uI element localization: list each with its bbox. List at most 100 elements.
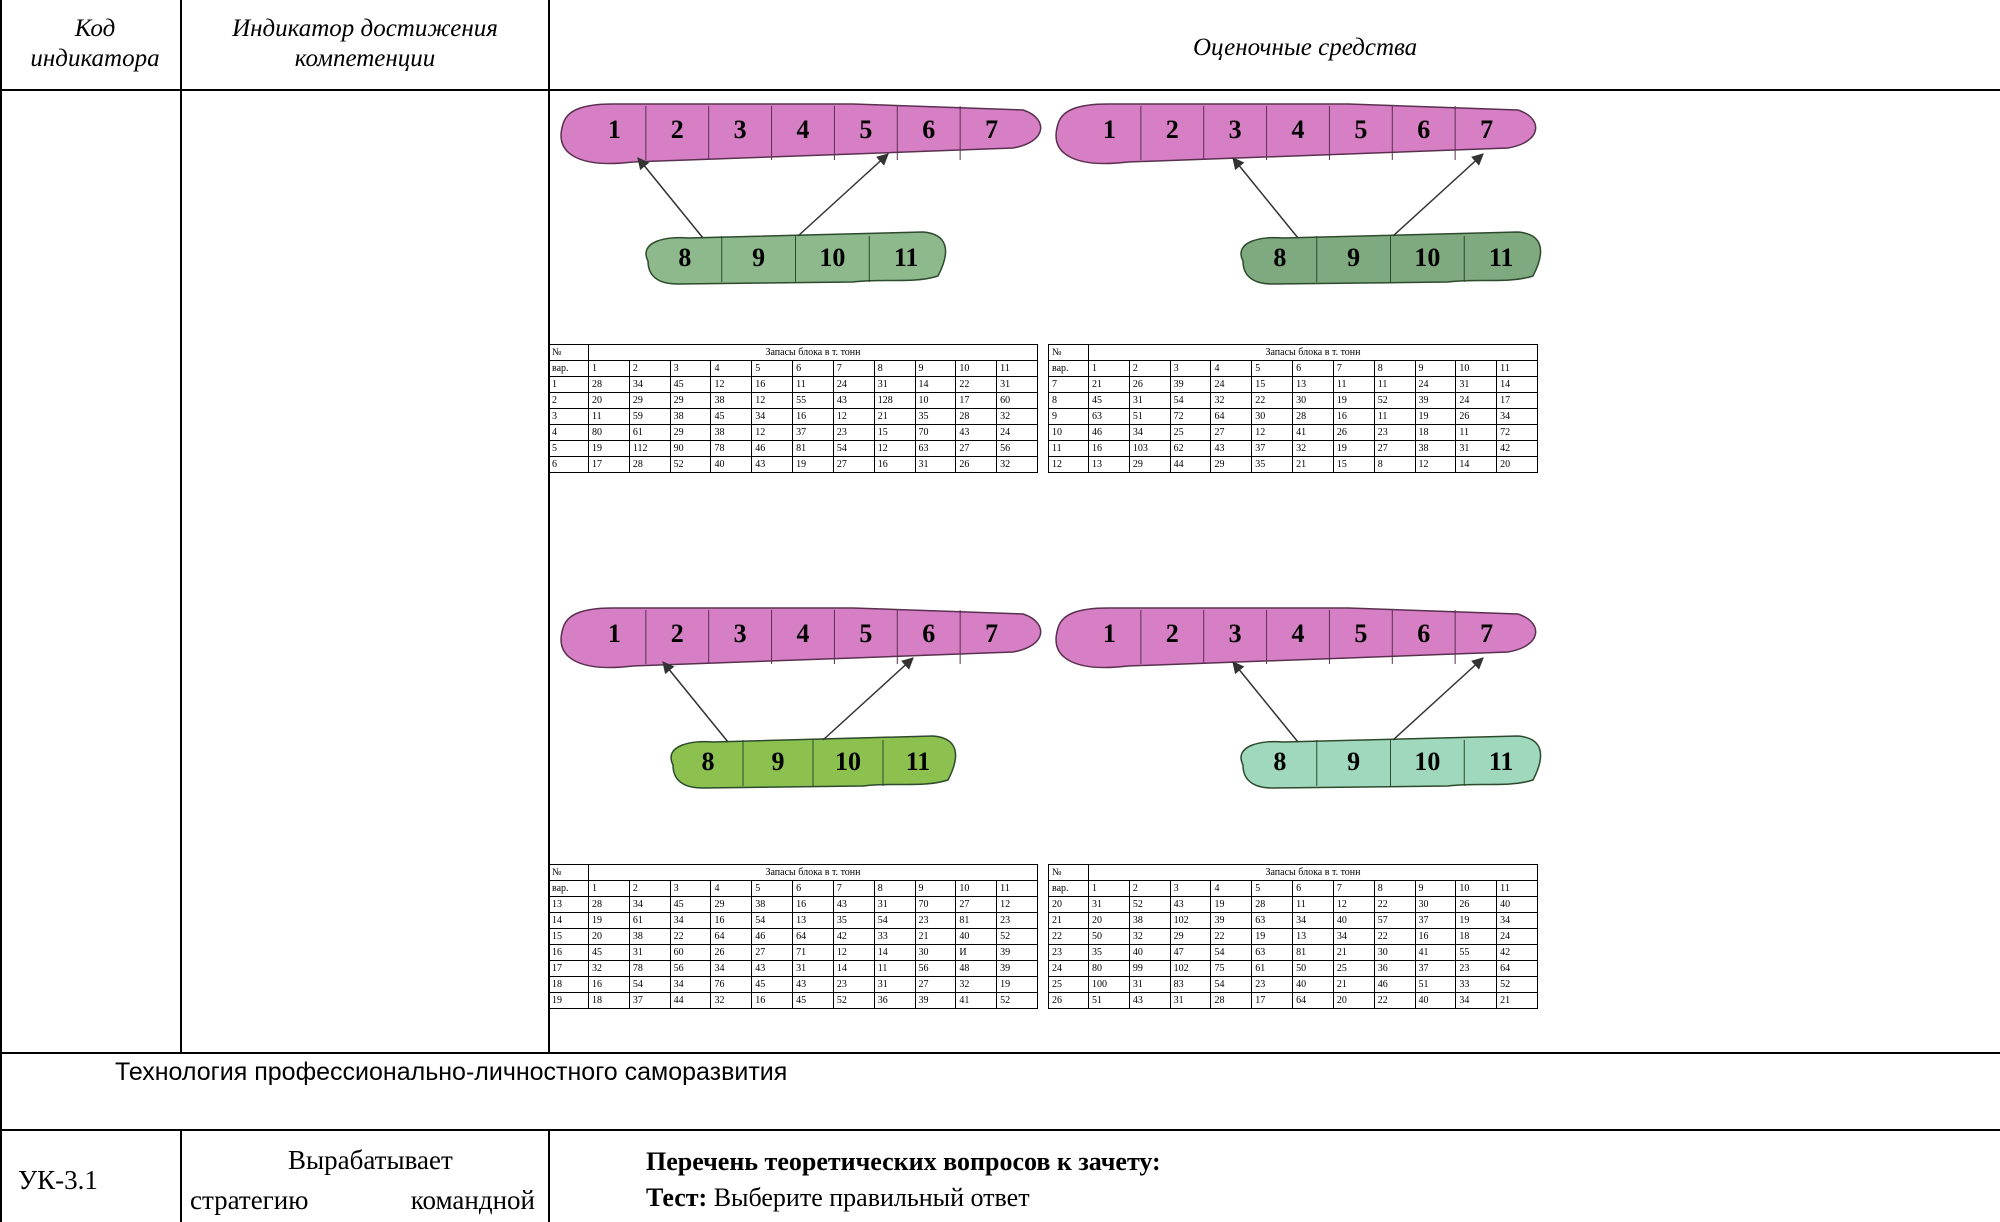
cell: 46 xyxy=(1088,424,1130,441)
cell: 4 xyxy=(548,424,589,441)
cell: 22 xyxy=(669,928,712,945)
cell: 12 xyxy=(873,440,916,457)
cell: 61 xyxy=(628,912,671,929)
block-label: 9 xyxy=(1347,243,1360,272)
data-row: 1 28 34 45 12 16 11 24 31 14 22 31 xyxy=(548,376,1038,393)
cell: 22 xyxy=(1373,992,1416,1009)
cell: 19 xyxy=(1332,392,1375,409)
cell: 18 xyxy=(548,976,589,993)
cell: 21 xyxy=(873,408,916,425)
column-number: 8 xyxy=(873,880,916,897)
cell: 28 xyxy=(955,408,998,425)
cell: 18 xyxy=(1414,424,1457,441)
cell: 11 xyxy=(1373,408,1416,425)
cell: 81 xyxy=(1292,944,1334,961)
cell: 36 xyxy=(873,992,916,1009)
column-number: 10 xyxy=(955,360,998,377)
cell: 21 xyxy=(914,928,957,945)
data-row: 8 45 31 54 32 22 30 19 52 39 24 17 xyxy=(1048,392,1538,409)
cell: 11 xyxy=(1292,896,1334,913)
cell: 31 xyxy=(1455,440,1498,457)
cell: 10 xyxy=(914,392,957,409)
cell: 48 xyxy=(955,960,998,977)
cell: 61 xyxy=(628,424,671,441)
cell: 12 xyxy=(1048,456,1089,473)
cell: 56 xyxy=(669,960,712,977)
cell: 15 xyxy=(548,928,589,945)
arrow xyxy=(1232,157,1299,239)
cell: 43 xyxy=(751,960,794,977)
block-label: 5 xyxy=(1354,619,1367,648)
cell: 32 xyxy=(996,408,1038,425)
cell: 54 xyxy=(1210,976,1253,993)
cell: 16 xyxy=(548,944,589,961)
cell: 42 xyxy=(1496,944,1538,961)
cell: 32 xyxy=(1292,440,1334,457)
cell: 80 xyxy=(1088,960,1130,977)
cell: 11 xyxy=(588,408,630,425)
cell: 38 xyxy=(1128,912,1171,929)
block-label: 11 xyxy=(894,243,919,272)
cell: 16 xyxy=(792,896,834,913)
no-label: № xyxy=(1048,344,1089,361)
cell: 38 xyxy=(1414,440,1457,457)
cell: 70 xyxy=(914,896,957,913)
cell: 30 xyxy=(914,944,957,961)
border xyxy=(0,1129,2000,1131)
block-label: 2 xyxy=(671,115,684,144)
cell: 61 xyxy=(1251,960,1294,977)
cell: 29 xyxy=(669,392,712,409)
cell: 32 xyxy=(955,976,998,993)
cell: 6 xyxy=(548,456,589,473)
cell: 15 xyxy=(1251,376,1294,393)
cell: 16 xyxy=(792,408,834,425)
column-number: 5 xyxy=(1251,880,1294,897)
cell: 46 xyxy=(751,440,794,457)
border xyxy=(548,0,550,1052)
cell: 29 xyxy=(628,392,671,409)
cell: 11 xyxy=(1455,424,1498,441)
cell: 29 xyxy=(669,424,712,441)
cell: 36 xyxy=(1373,960,1416,977)
diagram: 1 2 3 4 5 6 7 8 9 10 11 xyxy=(560,103,1042,285)
cell: 78 xyxy=(628,960,671,977)
cell: 32 xyxy=(1210,392,1253,409)
block-label: 11 xyxy=(906,747,931,776)
cell: 40 xyxy=(1128,944,1171,961)
cell: 26 xyxy=(1332,424,1375,441)
cell: 23 xyxy=(832,424,875,441)
column-number: 7 xyxy=(1332,360,1375,377)
block-label: 9 xyxy=(772,747,785,776)
cell: 34 xyxy=(1128,424,1171,441)
column-number: 8 xyxy=(1373,360,1416,377)
cell: 20 xyxy=(588,392,630,409)
cell: 40 xyxy=(1292,976,1334,993)
cell: 31 xyxy=(1128,976,1171,993)
cell: 46 xyxy=(751,928,794,945)
column-number: 3 xyxy=(669,360,712,377)
data-row: 19 18 37 44 32 16 45 52 36 39 41 52 xyxy=(548,992,1038,1009)
block-label: 5 xyxy=(859,619,872,648)
cell: 43 xyxy=(792,976,834,993)
cell: 72 xyxy=(1169,408,1212,425)
cell: 60 xyxy=(996,392,1038,409)
cell: 32 xyxy=(1128,928,1171,945)
column-number: 9 xyxy=(1414,360,1457,377)
column-number: 4 xyxy=(1210,880,1253,897)
cell: 40 xyxy=(710,456,753,473)
cell: 16 xyxy=(751,992,794,1009)
data-row: 23 35 40 47 54 63 81 21 30 41 55 42 xyxy=(1048,944,1538,961)
cell: 12 xyxy=(996,896,1038,913)
cell: 31 xyxy=(628,944,671,961)
column-number: 6 xyxy=(792,880,834,897)
cell: 35 xyxy=(1251,456,1294,473)
cell: 43 xyxy=(1210,440,1253,457)
cell: 128 xyxy=(873,392,916,409)
cell: 57 xyxy=(1373,912,1416,929)
block-label: 10 xyxy=(1414,747,1440,776)
pink-blob xyxy=(560,607,1042,669)
header-indicator: Индикатор достижения компетенции xyxy=(232,15,498,72)
cell: 26 xyxy=(1128,376,1171,393)
column-number: 2 xyxy=(628,880,671,897)
cell: 54 xyxy=(1169,392,1212,409)
